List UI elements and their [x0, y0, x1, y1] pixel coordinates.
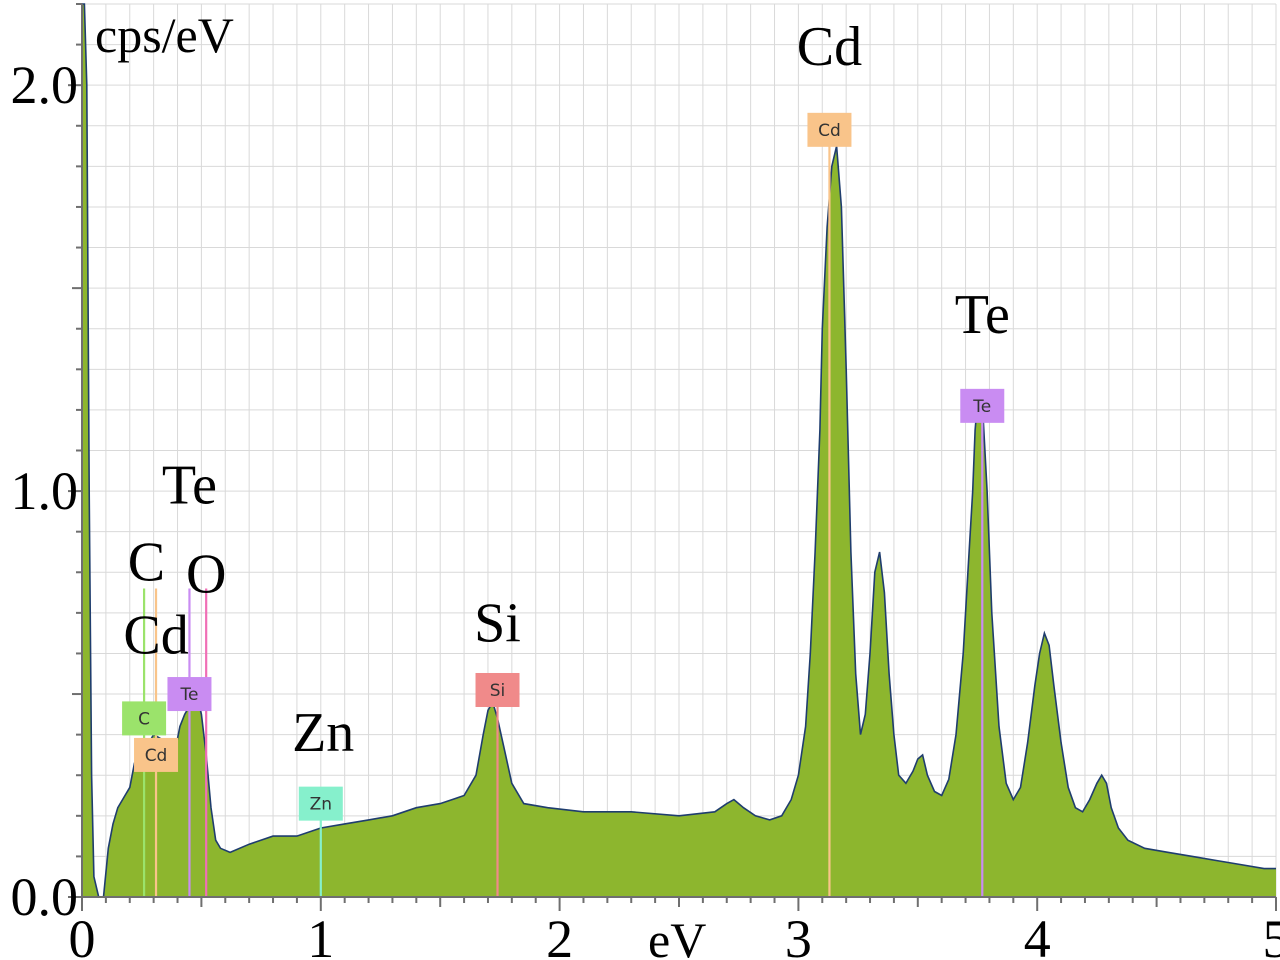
x-tick-label: 2: [546, 909, 573, 960]
element-badge-label: Zn: [310, 795, 332, 815]
element-annotation: Cd: [123, 604, 188, 666]
x-tick-label: 5: [1263, 909, 1280, 960]
tick-labels: 0 1 2 3 4 5 0.0 1.0 2.0: [11, 55, 1280, 960]
element-badge: [960, 388, 1005, 423]
x-tick-label: 4: [1024, 909, 1051, 960]
axes: [68, 3, 1277, 911]
element-markers: C Cd Te Zn Si Cd Te: [122, 112, 1005, 821]
element-lines: [142, 146, 984, 897]
element-badge: [298, 786, 343, 821]
element-annotation: Cd: [797, 16, 862, 78]
element-badge-label: C: [138, 709, 150, 729]
element-badge-label: Cd: [145, 746, 168, 766]
x-tick-label: 0: [69, 909, 96, 960]
y-axis-label: cps/eV: [95, 7, 234, 63]
element-annotation: Si: [474, 592, 521, 654]
x-tick-label: 3: [785, 909, 812, 960]
element-annotations: C Cd Te O Zn Si Cd Te: [123, 16, 1010, 764]
element-badge: [167, 677, 212, 712]
element-annotation: O: [186, 544, 226, 606]
element-annotation: C: [128, 531, 165, 593]
element-badge-label: Te: [972, 397, 991, 417]
x-tick-label: 1: [307, 909, 334, 960]
element-badge: [122, 701, 167, 736]
y-tick-label: 2.0: [11, 55, 79, 115]
element-badge: [475, 672, 520, 707]
y-tick-label: 1.0: [11, 461, 79, 521]
element-badge: [807, 112, 852, 147]
spectrum-fill: [82, 4, 1276, 897]
element-annotation: Te: [162, 454, 217, 516]
y-tick-label: 0.0: [11, 867, 79, 927]
x-axis-label: eV: [648, 912, 706, 960]
element-badge-label: Te: [179, 685, 198, 705]
element-badge-label: Si: [490, 681, 506, 701]
element-annotation: Te: [955, 284, 1010, 346]
element-badge-label: Cd: [818, 121, 841, 141]
element-badge: [134, 737, 179, 772]
element-annotation: Zn: [292, 702, 354, 764]
